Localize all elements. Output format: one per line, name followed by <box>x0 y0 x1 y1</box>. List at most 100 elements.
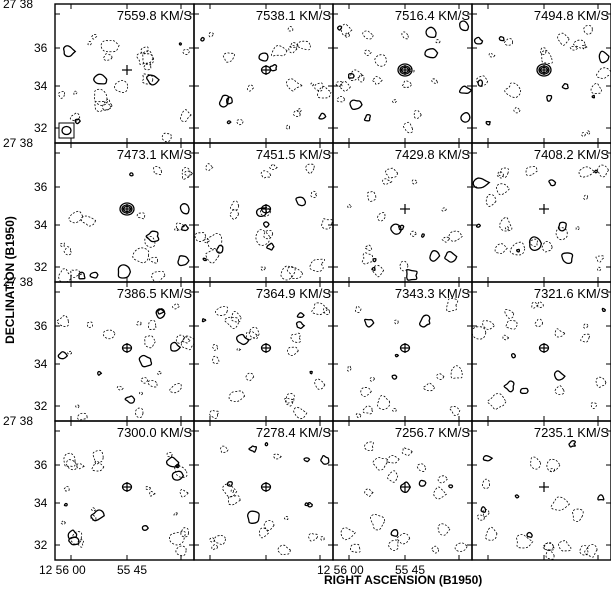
dashed-contour <box>580 333 591 343</box>
velocity-label: 7256.7 KM/S <box>395 425 470 440</box>
dashed-contour <box>550 496 570 511</box>
dashed-contour <box>413 110 422 119</box>
dashed-contour <box>222 52 235 63</box>
dashed-contour <box>136 321 142 326</box>
dashed-contour <box>372 457 388 471</box>
dashed-contour <box>285 124 291 130</box>
contour-layer <box>58 165 193 282</box>
solid-contour <box>216 244 224 254</box>
panel-grid: 7559.8 KM/S 7538.1 KM/S 7516.4 KM/S 7494.8 … <box>54 3 611 561</box>
dashed-contour <box>448 230 463 242</box>
contour-layer <box>194 163 333 281</box>
dashed-contour <box>441 236 450 243</box>
dashed-contour <box>144 335 156 349</box>
dec-corner-label: 27 38 <box>3 275 33 289</box>
dashed-contour <box>70 531 83 545</box>
dashed-contour <box>180 527 189 538</box>
dashed-contour <box>94 101 112 112</box>
dashed-contour <box>377 212 386 222</box>
solid-contour <box>363 113 371 122</box>
contour-layer <box>476 440 605 560</box>
dashed-contour <box>90 515 97 521</box>
dashed-contour <box>509 241 526 256</box>
solid-contour <box>200 36 205 42</box>
dec-tick-label: 34 <box>34 79 48 93</box>
dashed-contour <box>203 237 211 244</box>
dashed-contour <box>175 222 186 231</box>
contour-layer <box>472 164 610 272</box>
channel-panel: 7343.3 KM/S <box>332 281 473 422</box>
velocity-label: 7300.0 KM/S <box>117 425 192 440</box>
dashed-contour <box>260 266 266 271</box>
velocity-label: 7343.3 KM/S <box>395 286 470 301</box>
dashed-contour <box>388 539 399 551</box>
dashed-contour <box>578 166 595 178</box>
velocity-label: 7494.8 KM/S <box>534 8 609 23</box>
dashed-contour <box>179 488 189 498</box>
solid-contour <box>391 374 398 380</box>
dashed-contour <box>482 478 490 489</box>
dashed-contour <box>572 508 584 522</box>
solid-contour <box>390 529 399 537</box>
dashed-contour <box>227 495 241 506</box>
dashed-contour <box>317 85 332 99</box>
contour-layer <box>472 301 607 410</box>
dashed-contour <box>148 319 157 330</box>
dec-tick-label: 32 <box>34 121 48 135</box>
dashed-contour <box>575 226 580 231</box>
dashed-contour <box>157 370 163 376</box>
dashed-contour <box>236 119 244 126</box>
channel-panel: 7451.5 KM/S <box>193 142 334 283</box>
solid-contour <box>138 354 153 368</box>
solid-contour <box>145 230 160 243</box>
dashed-contour <box>584 544 598 558</box>
dashed-contour <box>103 53 113 61</box>
dashed-contour <box>485 194 497 207</box>
dashed-contour <box>283 516 289 520</box>
dashed-contour <box>180 335 194 351</box>
dashed-contour <box>144 235 156 248</box>
channel-panel: 7494.8 KM/S <box>471 3 611 144</box>
dashed-contour <box>263 519 275 531</box>
dashed-contour <box>347 365 352 372</box>
dashed-contour <box>140 377 149 384</box>
dashed-contour <box>583 194 589 201</box>
dashed-contour <box>287 25 294 32</box>
dashed-contour <box>70 269 83 278</box>
dashed-contour <box>114 79 129 93</box>
dashed-contour <box>446 298 459 313</box>
dashed-contour <box>63 246 72 256</box>
solid-contour <box>460 112 471 123</box>
dashed-contour <box>321 218 333 230</box>
dashed-contour <box>364 488 374 497</box>
dashed-contour <box>590 402 598 410</box>
ra-tick-label: 12 56 00 <box>317 563 364 577</box>
dashed-contour <box>557 32 570 46</box>
solid-contour <box>371 266 376 271</box>
dashed-contour <box>58 90 66 99</box>
solid-contour <box>548 179 557 187</box>
dashed-contour <box>208 32 214 38</box>
dashed-contour <box>73 90 78 96</box>
dashed-contour <box>362 30 374 40</box>
dashed-contour <box>220 445 229 454</box>
solid-contour <box>318 112 327 120</box>
dashed-contour <box>549 467 556 473</box>
ra-tick-label: 12 56 00 <box>39 563 86 577</box>
dashed-contour <box>472 326 487 340</box>
dashed-contour <box>581 132 586 138</box>
channel-panel: 7559.8 KM/S <box>54 3 195 144</box>
dashed-contour <box>308 532 319 542</box>
solid-contour <box>181 224 190 232</box>
solid-contour <box>485 120 491 126</box>
channel-panel: 7386.5 KM/S <box>54 281 195 422</box>
dashed-contour <box>230 311 242 323</box>
dashed-contour <box>310 82 314 87</box>
dashed-contour <box>320 536 325 541</box>
dashed-contour <box>403 121 414 134</box>
solid-contour <box>258 52 269 62</box>
dashed-contour <box>140 46 149 55</box>
solid-contour <box>394 353 400 358</box>
